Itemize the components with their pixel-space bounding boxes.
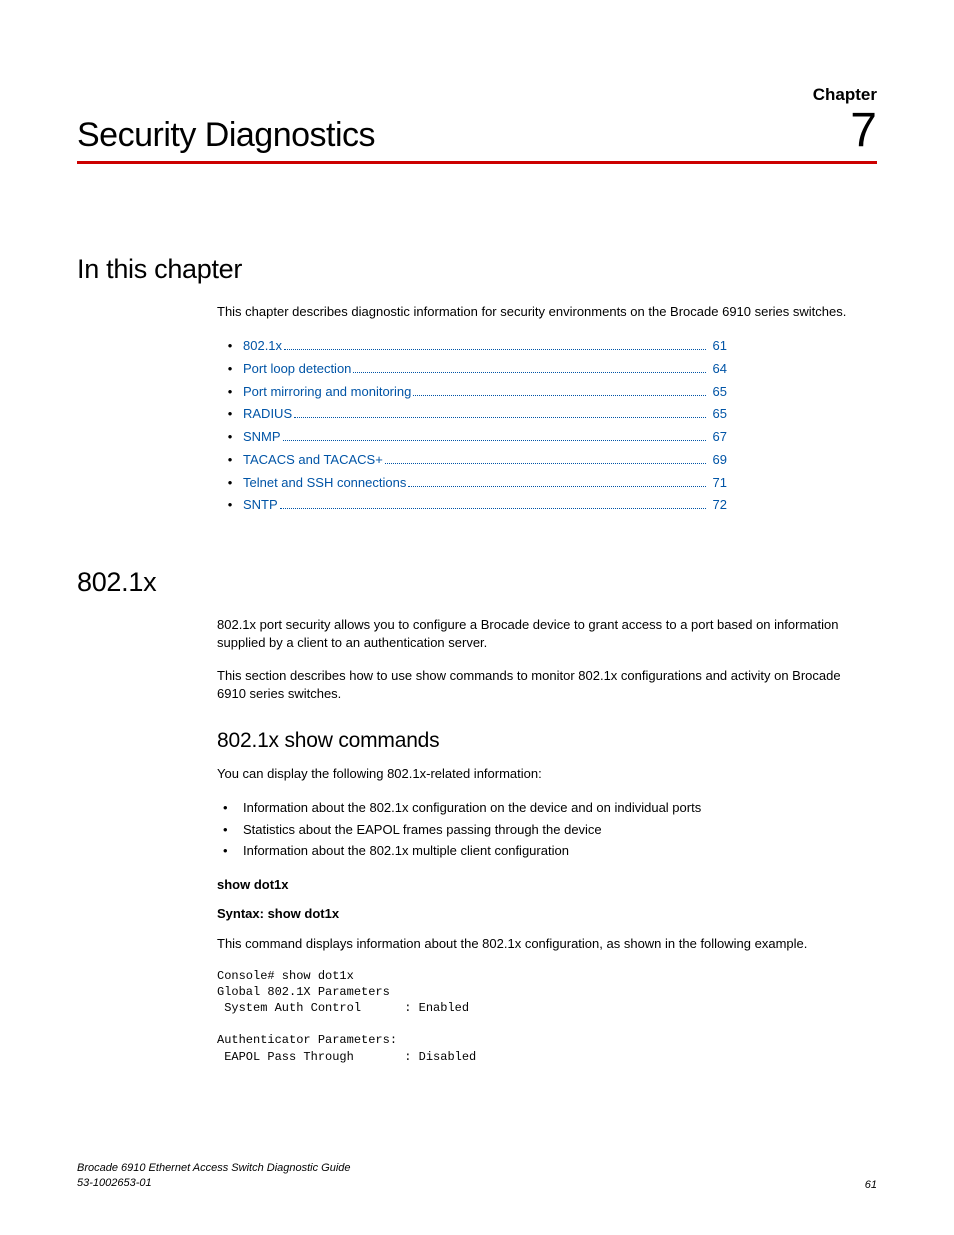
toc-page[interactable]: 65	[713, 403, 727, 426]
intro-paragraph: This chapter describes diagnostic inform…	[217, 303, 867, 321]
bullet-icon: •	[217, 797, 243, 818]
command-name: show dot1x	[217, 877, 877, 892]
footer-left: Brocade 6910 Ethernet Access Switch Diag…	[77, 1161, 351, 1191]
toc-leader	[280, 508, 706, 509]
toc-page[interactable]: 69	[713, 449, 727, 472]
bullet-icon: •	[217, 358, 243, 381]
list-item: • Information about the 802.1x configura…	[217, 797, 877, 818]
syntax-line: Syntax: show dot1x	[217, 906, 877, 921]
bullet-icon: •	[217, 403, 243, 426]
toc-page[interactable]: 72	[713, 494, 727, 517]
toc-row: • RADIUS 65	[217, 403, 727, 426]
toc-leader	[353, 372, 705, 373]
bullet-icon: •	[217, 335, 243, 358]
bullet-icon: •	[217, 449, 243, 472]
toc-page[interactable]: 65	[713, 381, 727, 404]
footer-doc-title: Brocade 6910 Ethernet Access Switch Diag…	[77, 1161, 351, 1176]
footer-page-number: 61	[865, 1179, 877, 1191]
8021x-para1: 802.1x port security allows you to confi…	[217, 616, 867, 652]
heading-in-this-chapter: In this chapter	[77, 254, 877, 285]
page-footer: Brocade 6910 Ethernet Access Switch Diag…	[77, 1161, 877, 1191]
bullet-text: Statistics about the EAPOL frames passin…	[243, 819, 602, 840]
bullet-icon: •	[217, 819, 243, 840]
toc-link-tacacs[interactable]: TACACS and TACACS+	[243, 449, 383, 472]
bullet-list: • Information about the 802.1x configura…	[217, 797, 877, 861]
code-block: Console# show dot1x Global 802.1X Parame…	[217, 968, 877, 1065]
bullet-icon: •	[217, 472, 243, 495]
chapter-toc: • 802.1x 61 • Port loop detection 64 • P…	[217, 335, 727, 517]
chapter-title-row: Security Diagnostics 7	[77, 107, 877, 164]
toc-leader	[284, 349, 705, 350]
toc-page[interactable]: 64	[713, 358, 727, 381]
bullet-icon: •	[217, 494, 243, 517]
heading-8021x: 802.1x	[77, 567, 877, 598]
chapter-label: Chapter	[77, 85, 877, 105]
toc-link-port-mirroring[interactable]: Port mirroring and monitoring	[243, 381, 411, 404]
toc-leader	[283, 440, 706, 441]
list-item: • Information about the 802.1x multiple …	[217, 840, 877, 861]
bullet-text: Information about the 802.1x configurati…	[243, 797, 701, 818]
toc-link-8021x[interactable]: 802.1x	[243, 335, 282, 358]
bullet-icon: •	[217, 840, 243, 861]
toc-leader	[413, 395, 705, 396]
toc-row: • Port loop detection 64	[217, 358, 727, 381]
chapter-title: Security Diagnostics	[77, 116, 375, 155]
heading-8021x-show-commands: 802.1x show commands	[217, 729, 877, 753]
toc-row: • 802.1x 61	[217, 335, 727, 358]
toc-link-telnet-ssh[interactable]: Telnet and SSH connections	[243, 472, 406, 495]
bullet-text: Information about the 802.1x multiple cl…	[243, 840, 569, 861]
toc-page[interactable]: 71	[713, 472, 727, 495]
bullet-icon: •	[217, 381, 243, 404]
list-item: • Statistics about the EAPOL frames pass…	[217, 819, 877, 840]
toc-link-port-loop[interactable]: Port loop detection	[243, 358, 351, 381]
8021x-para2: This section describes how to use show c…	[217, 667, 867, 703]
chapter-number: 7	[850, 107, 877, 155]
toc-row: • SNTP 72	[217, 494, 727, 517]
8021x-sub-intro: You can display the following 802.1x-rel…	[217, 765, 867, 783]
command-description: This command displays information about …	[217, 935, 867, 953]
toc-row: • TACACS and TACACS+ 69	[217, 449, 727, 472]
toc-leader	[294, 417, 705, 418]
bullet-icon: •	[217, 426, 243, 449]
toc-link-radius[interactable]: RADIUS	[243, 403, 292, 426]
toc-link-snmp[interactable]: SNMP	[243, 426, 281, 449]
toc-leader	[385, 463, 706, 464]
toc-page[interactable]: 67	[713, 426, 727, 449]
toc-row: • Telnet and SSH connections 71	[217, 472, 727, 495]
footer-doc-number: 53-1002653-01	[77, 1176, 351, 1191]
toc-page[interactable]: 61	[713, 335, 727, 358]
toc-leader	[408, 486, 705, 487]
toc-link-sntp[interactable]: SNTP	[243, 494, 278, 517]
toc-row: • SNMP 67	[217, 426, 727, 449]
toc-row: • Port mirroring and monitoring 65	[217, 381, 727, 404]
